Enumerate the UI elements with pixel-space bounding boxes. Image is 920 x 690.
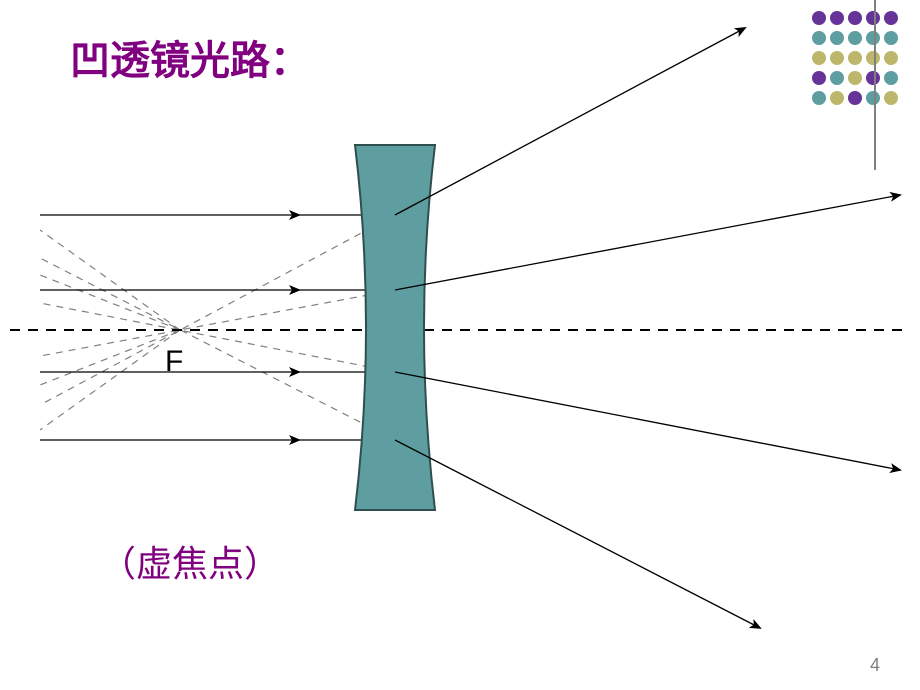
optics-diagram	[0, 0, 920, 690]
